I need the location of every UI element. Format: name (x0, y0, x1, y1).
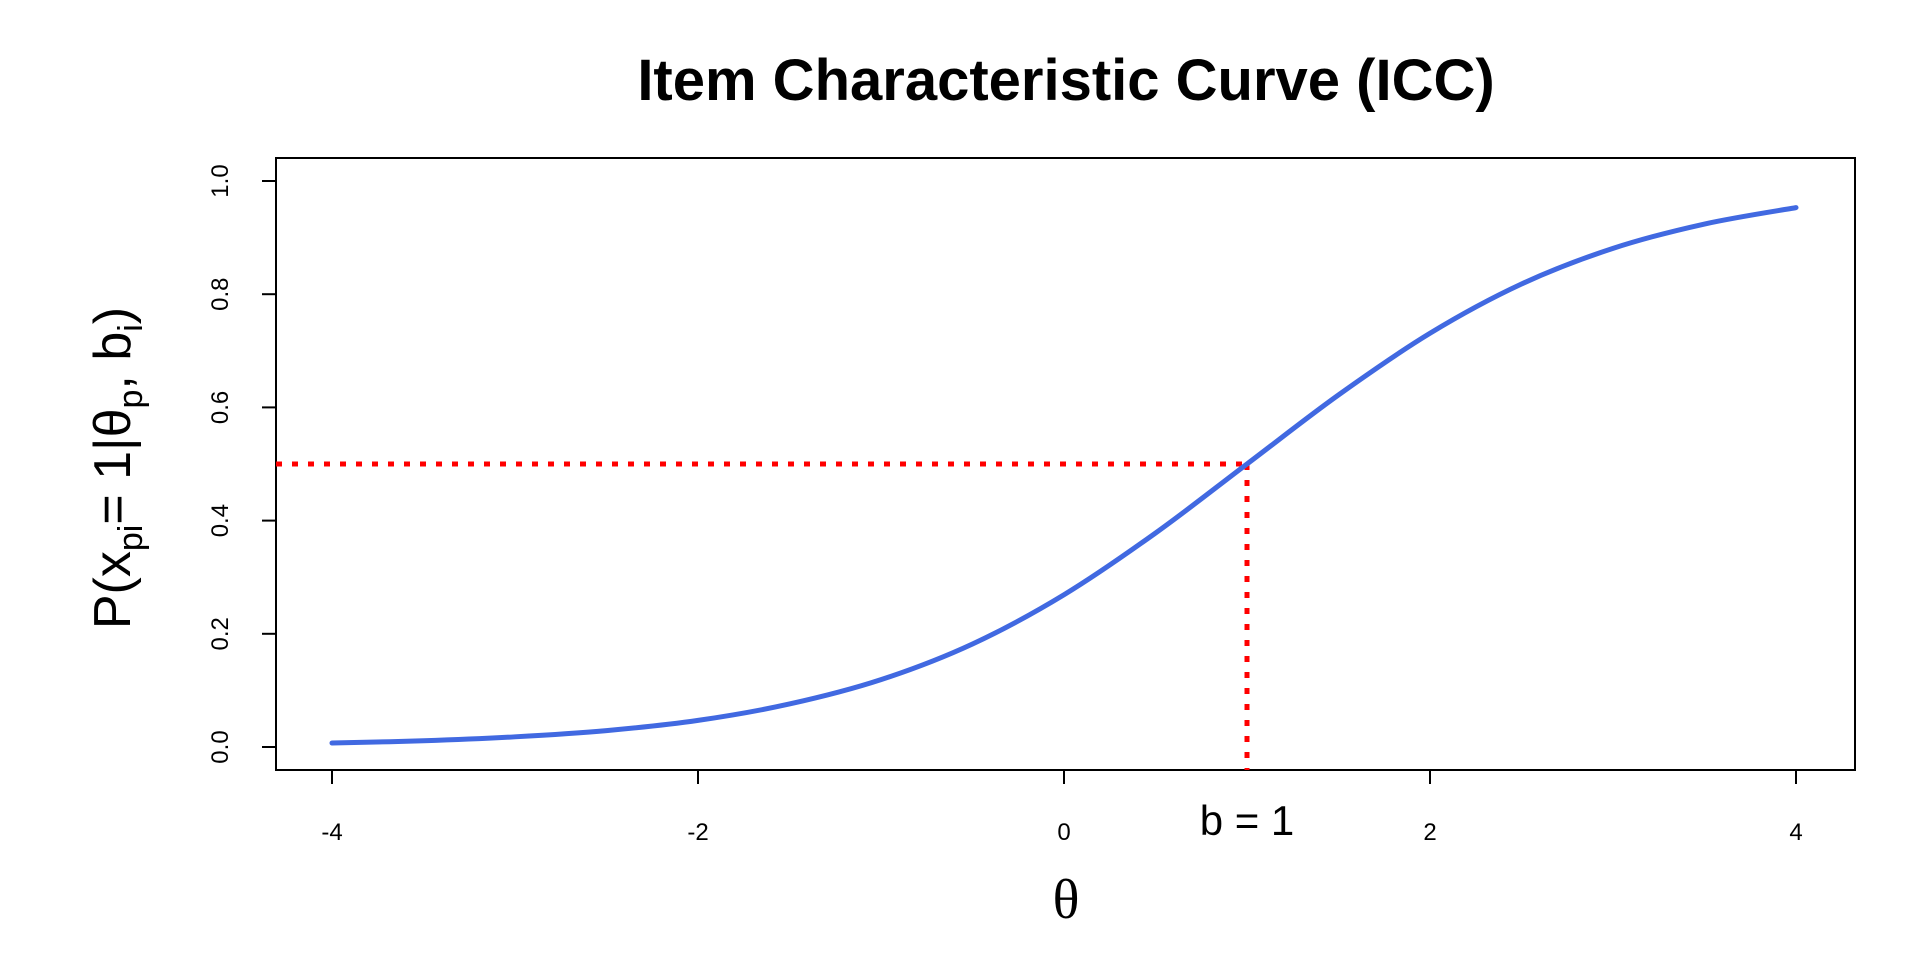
y-axis: 0.0 0.2 0.4 0.6 0.8 1.0 (207, 164, 277, 764)
icc-curve (329, 205, 1799, 746)
y-tick-label: 1.0 (207, 164, 234, 197)
x-axis-label: θ (1053, 869, 1080, 931)
y-tick-label: 0.4 (207, 504, 234, 537)
b-annotation: b = 1 (1200, 797, 1295, 844)
y-tick-label: 0.6 (207, 391, 234, 424)
y-tick-label: 0.0 (207, 730, 234, 763)
x-tick-label: 2 (1423, 819, 1436, 846)
series-layer (329, 205, 1799, 746)
y-tick-label: 0.8 (207, 278, 234, 311)
reference-lines (276, 461, 1250, 770)
y-label-sub-i: i (112, 324, 150, 332)
x-tick-label: 0 (1057, 819, 1070, 846)
y-label-eq: = 1|θ (84, 409, 142, 525)
y-label-close: ) (84, 307, 142, 324)
y-label-comma: , b (84, 332, 142, 390)
y-label-sub-p: p (112, 390, 150, 409)
chart-title: Item Characteristic Curve (ICC) (637, 48, 1494, 113)
y-axis-label: P(xpi= 1|θp, bi) (84, 307, 150, 629)
y-label-p: P(x (84, 551, 142, 629)
x-tick-label: 4 (1789, 819, 1802, 846)
x-axis: -4 -2 0 2 4 (321, 769, 1803, 846)
y-tick-label: 0.2 (207, 617, 234, 650)
y-label-sub-pi: pi (112, 525, 150, 551)
x-tick-label: -2 (687, 819, 708, 846)
x-tick-label: -4 (321, 819, 342, 846)
